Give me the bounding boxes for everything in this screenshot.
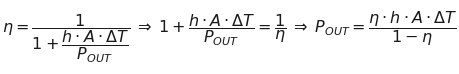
Text: $\eta = \dfrac{1}{1 + \dfrac{h \cdot A \cdot \Delta T}{P_{OUT}}} \;\Rightarrow\;: $\eta = \dfrac{1}{1 + \dfrac{h \cdot A \… [2,9,457,65]
